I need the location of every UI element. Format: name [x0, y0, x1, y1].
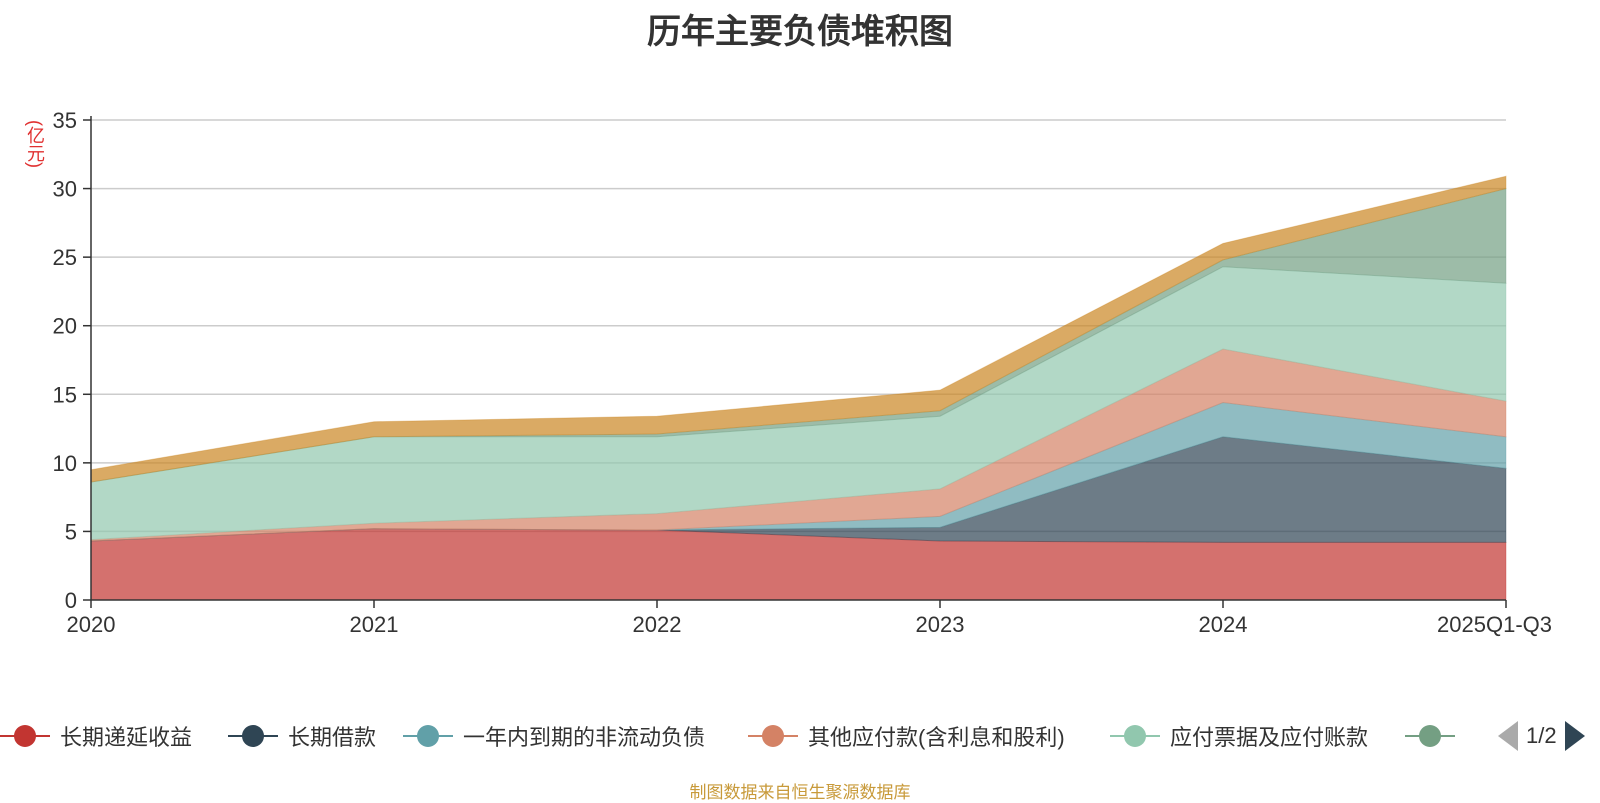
legend-next-page-icon[interactable]	[1564, 721, 1585, 751]
x-tick-label: 2025Q1-Q3	[1437, 612, 1552, 637]
legend-item[interactable]: 一年内到期的非流动负债	[403, 716, 705, 756]
legend-item[interactable]: 短	[1405, 716, 1465, 756]
legend-prev-page-icon[interactable]	[1498, 721, 1518, 751]
y-tick-label: 25	[53, 245, 77, 270]
legend-label: 其他应付款(含利息和股利)	[808, 725, 1065, 750]
legend-item[interactable]: 长期递延收益	[0, 716, 192, 756]
x-tick-label: 2023	[916, 612, 965, 637]
legend-marker-icon	[0, 724, 50, 748]
legend-label: 长期借款	[288, 725, 377, 750]
y-tick-label: 30	[53, 177, 77, 202]
legend-page-indicator: 1/2	[1526, 723, 1557, 748]
y-tick-label: 5	[65, 519, 77, 544]
y-tick-label: 10	[53, 451, 77, 476]
legend-label: 应付票据及应付账款	[1170, 725, 1369, 750]
x-tick-label: 2021	[350, 612, 399, 637]
legend-item[interactable]: 其他应付款(含利息和股利)	[748, 716, 1065, 756]
chart-title: 历年主要负债堆积图	[647, 13, 953, 51]
legend-marker-icon	[228, 724, 278, 748]
y-axis-unit-label: (亿元)	[25, 120, 45, 168]
y-tick-label: 15	[53, 382, 77, 407]
legend-label: 长期递延收益	[60, 725, 193, 750]
x-tick-label: 2022	[633, 612, 682, 637]
y-tick-label: 35	[53, 108, 77, 133]
y-tick-label: 0	[65, 588, 77, 613]
axes: 0 5 10 15 20 25 30 35 2020 2021 2022 2023 2024 2025Q1…	[53, 108, 1552, 637]
x-tick-label: 2024	[1199, 612, 1248, 637]
legend-marker-icon	[1405, 724, 1455, 748]
legend-pager: 1/2	[1498, 716, 1585, 756]
x-tick-label: 2020	[67, 612, 116, 637]
legend-marker-icon	[748, 724, 798, 748]
area-series-6	[90, 175, 1507, 483]
legend-label: 一年内到期的非流动负债	[463, 725, 706, 750]
legend-item[interactable]: 应付票据及应付账款	[1110, 716, 1368, 756]
legend: 长期递延收益 长期借款 一年内到期的非流动负债 其他应付款(含利息和股利) 应付票据及应…	[0, 716, 1465, 756]
stacked-areas	[90, 175, 1507, 601]
legend-marker-icon	[1110, 724, 1160, 748]
legend-item[interactable]: 长期借款	[228, 716, 376, 756]
source-note: 制图数据来自恒生聚源数据库	[689, 783, 911, 802]
y-tick-label: 20	[53, 314, 77, 339]
legend-marker-icon	[403, 724, 453, 748]
